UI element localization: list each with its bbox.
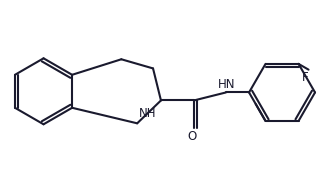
Text: HN: HN xyxy=(217,78,235,91)
Text: NH: NH xyxy=(139,107,157,120)
Text: F: F xyxy=(302,71,308,84)
Text: O: O xyxy=(187,130,197,143)
